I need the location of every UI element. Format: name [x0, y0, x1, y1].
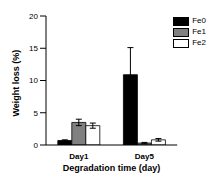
svg-text:5: 5	[34, 109, 39, 118]
svg-text:20: 20	[29, 12, 38, 21]
html-text:Fe0: Fe0	[192, 16, 206, 25]
html-text:Fe1: Fe1	[192, 27, 206, 36]
svg-text:Weight loss (%): Weight loss (%)	[11, 50, 21, 117]
svg-text:10: 10	[29, 76, 38, 85]
svg-text:Day5: Day5	[135, 152, 155, 161]
svg-text:Degradation time (day): Degradation time (day)	[63, 163, 161, 173]
html-text:Fe2: Fe2	[192, 38, 206, 47]
svg-text:Day1: Day1	[69, 152, 89, 161]
svg-text:0: 0	[34, 141, 39, 150]
svg-text:15: 15	[29, 44, 38, 53]
